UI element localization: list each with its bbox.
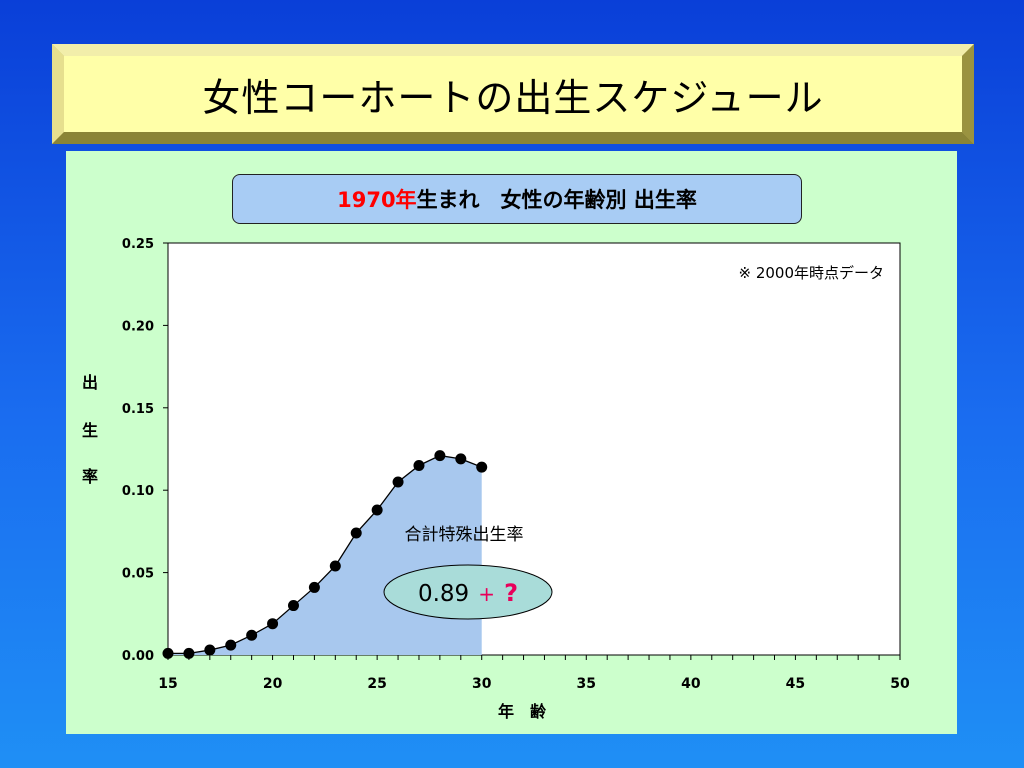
x-axis-label: 年 齢 <box>498 702 547 721</box>
y-tick-label: 0.00 <box>122 649 154 664</box>
x-ticks: 15 20 25 30 35 40 45 50 <box>158 655 910 692</box>
x-tick-label: 45 <box>786 676 805 692</box>
y-ticks: 0.00 0.05 0.10 0.15 0.20 0.25 <box>122 237 168 664</box>
data-points <box>162 450 488 659</box>
data-point <box>329 560 341 572</box>
data-point <box>350 527 362 539</box>
chart-subtitle: 1970年 生まれ 女性の年齢別 出生率 <box>232 174 802 224</box>
data-point <box>162 647 174 659</box>
y-axis-label-char: 生 <box>82 421 99 440</box>
title-bevel <box>52 132 974 144</box>
data-point <box>413 459 425 471</box>
x-tick-label: 50 <box>890 676 910 692</box>
y-tick-label: 0.05 <box>122 567 154 582</box>
title-inner: 女性コーホートの出生スケジュール <box>64 56 962 132</box>
tfr-question: ? <box>504 579 518 607</box>
tfr-ellipse <box>383 564 553 620</box>
series-line <box>168 454 482 655</box>
slide-title: 女性コーホートの出生スケジュール <box>202 75 824 120</box>
title-bevel <box>52 44 974 56</box>
data-point <box>455 453 467 465</box>
data-note: ※ 2000年時点データ <box>738 264 884 282</box>
title-frame: 女性コーホートの出生スケジュール <box>52 44 974 144</box>
x-tick-label: 15 <box>158 676 177 692</box>
x-tick-label: 20 <box>263 676 283 692</box>
data-point <box>308 581 320 593</box>
x-tick-label: 40 <box>681 676 701 692</box>
title-bevel <box>962 44 974 144</box>
data-point <box>183 647 195 659</box>
data-point <box>225 639 237 651</box>
subtitle-year: 1970年 <box>337 188 417 212</box>
tfr-text: 0.89 + ? <box>418 579 518 607</box>
subtitle-text: 生まれ 女性の年齢別 出生率 <box>416 188 697 212</box>
data-point <box>392 476 404 488</box>
y-tick-label: 0.20 <box>122 319 154 334</box>
tfr-label: 合計特殊出生率 <box>405 525 524 545</box>
x-tick-label: 25 <box>367 676 386 692</box>
x-tick-label: 35 <box>577 676 596 692</box>
data-point <box>287 600 299 612</box>
data-point <box>476 461 488 473</box>
y-axis-label-char: 率 <box>82 467 99 486</box>
y-tick-label: 0.15 <box>122 402 154 417</box>
title-bevel <box>52 44 64 144</box>
data-point <box>204 644 216 656</box>
tfr-value: 0.89 <box>418 581 469 607</box>
data-point <box>267 618 279 630</box>
data-point <box>246 629 258 641</box>
data-point <box>371 504 383 516</box>
y-axis-label-char: 出 <box>82 373 99 392</box>
tfr-plus: + <box>478 582 495 606</box>
data-point <box>434 450 446 462</box>
y-tick-label: 0.10 <box>122 484 154 499</box>
x-tick-label: 30 <box>472 676 492 692</box>
y-tick-label: 0.25 <box>122 237 154 252</box>
